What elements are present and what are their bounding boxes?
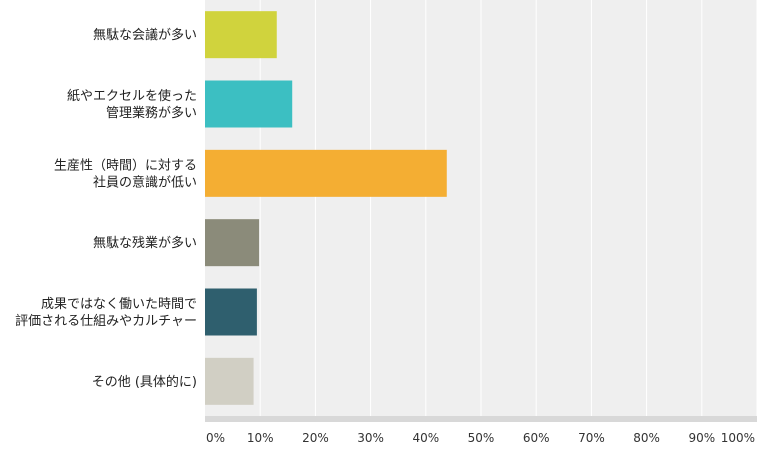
bar — [205, 357, 254, 405]
x-tick-label: 50% — [468, 431, 495, 445]
bar — [205, 149, 447, 197]
x-tick-label: 0% — [206, 431, 225, 445]
x-tick-label: 60% — [523, 431, 550, 445]
x-tick-label: 100% — [721, 431, 755, 445]
bar — [205, 288, 257, 336]
x-tick-label: 30% — [357, 431, 384, 445]
category-label: その他 (具体的に) — [92, 374, 197, 390]
x-tick-label: 40% — [412, 431, 439, 445]
category-labels: 無駄な会議が多い紙やエクセルを使った管理業務が多い生産性（時間）に対する社員の意… — [15, 27, 197, 390]
x-tick-label: 70% — [578, 431, 605, 445]
category-label: 生産性（時間）に対する — [54, 157, 197, 173]
x-tick-labels: 0% 10% 20% 30% 40% 50% 60% 70% 80% 90% 100% — [206, 431, 755, 445]
category-label: 無駄な会議が多い — [93, 27, 197, 43]
gridlines — [259, 0, 758, 416]
x-tick-label: 10% — [247, 431, 274, 445]
bar — [205, 11, 277, 59]
category-label: 紙やエクセルを使った — [67, 88, 197, 104]
x-tick-label: 20% — [302, 431, 329, 445]
bar — [205, 219, 260, 267]
category-label: 管理業務が多い — [106, 105, 197, 121]
x-axis-base — [205, 416, 757, 422]
category-label: 社員の意識が低い — [93, 174, 197, 190]
x-tick-label: 90% — [688, 431, 715, 445]
category-label: 無駄な残業が多い — [93, 235, 197, 251]
bars — [205, 11, 447, 405]
bar — [205, 80, 293, 128]
category-label: 評価される仕組みやカルチャー — [15, 314, 197, 329]
category-label: 成果ではなく働いた時間で — [41, 297, 197, 312]
x-tick-label: 80% — [633, 431, 660, 445]
